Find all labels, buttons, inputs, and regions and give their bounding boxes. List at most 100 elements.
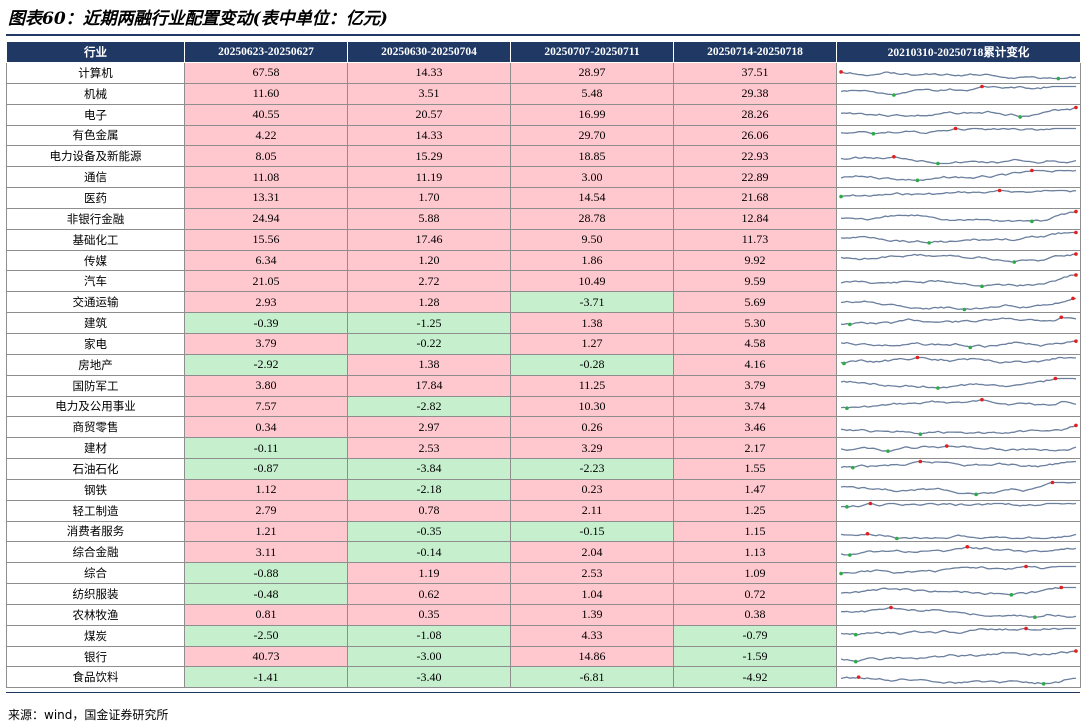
sparkline-cell <box>836 270 1081 293</box>
table-row: 纺织服装 -0.48 0.62 1.04 0.72 <box>6 583 1081 605</box>
value-cell: 0.34 <box>184 416 348 439</box>
table-row: 消费者服务 1.21 -0.35 -0.15 1.15 <box>6 520 1081 543</box>
value-cell: 1.38 <box>510 312 674 334</box>
value-cell: -0.87 <box>184 458 348 480</box>
value-cell: -4.92 <box>673 666 837 689</box>
sparkline-path <box>840 71 1077 80</box>
max-marker <box>1074 649 1078 653</box>
value-cell: -0.22 <box>347 332 511 355</box>
sparkline <box>841 501 1077 509</box>
min-marker <box>853 659 858 664</box>
max-marker <box>892 154 896 159</box>
value-cell: 1.28 <box>347 291 511 314</box>
value-cell: 14.54 <box>510 187 674 209</box>
sparkline-path <box>840 253 1077 263</box>
max-marker <box>953 126 958 131</box>
value-cell: -0.48 <box>184 583 348 605</box>
value-cell: 4.22 <box>184 124 348 147</box>
value-cell: 40.55 <box>184 103 348 126</box>
value-cell: 1.70 <box>347 187 511 209</box>
value-cell: 4.33 <box>510 624 674 647</box>
value-cell: 3.79 <box>673 374 837 397</box>
min-marker <box>853 633 858 637</box>
value-cell: 5.48 <box>510 82 674 105</box>
sparkline-path <box>841 211 1077 223</box>
value-cell: 28.97 <box>510 62 674 84</box>
value-cell: 16.99 <box>510 103 674 126</box>
table-row: 交通运输 2.93 1.28 -3.71 5.69 <box>6 291 1081 314</box>
value-cell: 0.35 <box>347 603 511 626</box>
sparkline-path <box>841 316 1077 325</box>
value-cell: 21.05 <box>184 270 348 293</box>
table-row: 基础化工 15.56 17.46 9.50 11.73 <box>6 228 1081 251</box>
table-row: 房地产 -2.92 1.38 -0.28 4.16 <box>6 353 1081 376</box>
industry-name: 交通运输 <box>6 291 185 314</box>
max-marker <box>1074 105 1078 110</box>
value-cell: 21.68 <box>673 187 837 209</box>
header-week-2: 20250630-20250704 <box>347 41 511 63</box>
value-cell: -1.08 <box>347 624 511 647</box>
min-marker <box>886 448 890 453</box>
min-marker <box>918 432 923 436</box>
value-cell: 1.19 <box>347 562 511 585</box>
table-row: 综合 -0.88 1.19 2.53 1.09 <box>6 562 1081 585</box>
min-marker <box>1018 115 1022 119</box>
sparkline-path <box>840 628 1076 636</box>
sparkline-cell <box>836 312 1081 334</box>
value-cell: 0.72 <box>673 583 837 605</box>
sparkline <box>839 70 1077 81</box>
industry-name: 计算机 <box>6 62 185 84</box>
industry-name: 消费者服务 <box>6 520 185 543</box>
min-marker <box>915 178 920 182</box>
sparkline-cell <box>836 353 1081 376</box>
sparkline-path <box>840 533 1077 540</box>
table-row: 食品饮料 -1.41 -3.40 -6.81 -4.92 <box>6 666 1081 689</box>
industry-name: 医药 <box>6 187 185 209</box>
max-marker <box>1071 296 1075 300</box>
value-cell: 26.06 <box>673 124 837 147</box>
value-cell: 40.73 <box>184 645 348 668</box>
max-marker <box>1074 210 1078 214</box>
sparkline <box>839 189 1076 199</box>
table-row: 石油石化 -0.87 -3.84 -2.23 1.55 <box>6 458 1081 480</box>
value-cell: -1.41 <box>184 666 348 689</box>
value-cell: 3.51 <box>347 82 511 105</box>
sparkline <box>840 531 1077 541</box>
industry-name: 建材 <box>6 437 185 460</box>
sparkline <box>841 126 1076 136</box>
industry-name: 国防军工 <box>6 374 185 397</box>
sparkline <box>840 168 1077 182</box>
industry-name: 电力及公用事业 <box>6 395 185 418</box>
sparkline <box>840 296 1076 312</box>
min-marker <box>1012 260 1017 264</box>
value-cell: 1.09 <box>673 562 837 585</box>
sparkline-cell <box>836 562 1081 585</box>
industry-name: 纺织服装 <box>6 583 185 605</box>
sparkline-path <box>840 546 1077 556</box>
value-cell: 2.93 <box>184 291 348 314</box>
value-cell: 11.60 <box>184 82 348 105</box>
industry-name: 建筑 <box>6 312 185 334</box>
sparkline-cell <box>836 478 1081 501</box>
min-marker <box>968 345 973 350</box>
value-cell: -3.00 <box>347 645 511 668</box>
sparkline-path <box>840 297 1076 310</box>
sparkline-path <box>840 650 1077 663</box>
industry-name: 石油石化 <box>6 458 185 480</box>
value-cell: 0.23 <box>510 478 674 501</box>
value-cell: 17.84 <box>347 374 511 397</box>
value-cell: 9.92 <box>673 249 837 272</box>
value-cell: 0.62 <box>347 583 511 605</box>
min-marker <box>895 536 899 541</box>
sparkline <box>840 626 1076 637</box>
sparkline <box>840 443 1077 453</box>
value-cell: -0.15 <box>510 520 674 543</box>
sparkline-cell <box>836 249 1081 272</box>
value-cell: 1.27 <box>510 332 674 355</box>
sparkline <box>840 105 1078 119</box>
min-marker <box>848 322 852 326</box>
value-cell: 2.79 <box>184 499 348 522</box>
sparkline-path <box>841 127 1076 135</box>
table-row: 医药 13.31 1.70 14.54 21.68 <box>6 187 1081 209</box>
min-marker <box>871 131 876 136</box>
